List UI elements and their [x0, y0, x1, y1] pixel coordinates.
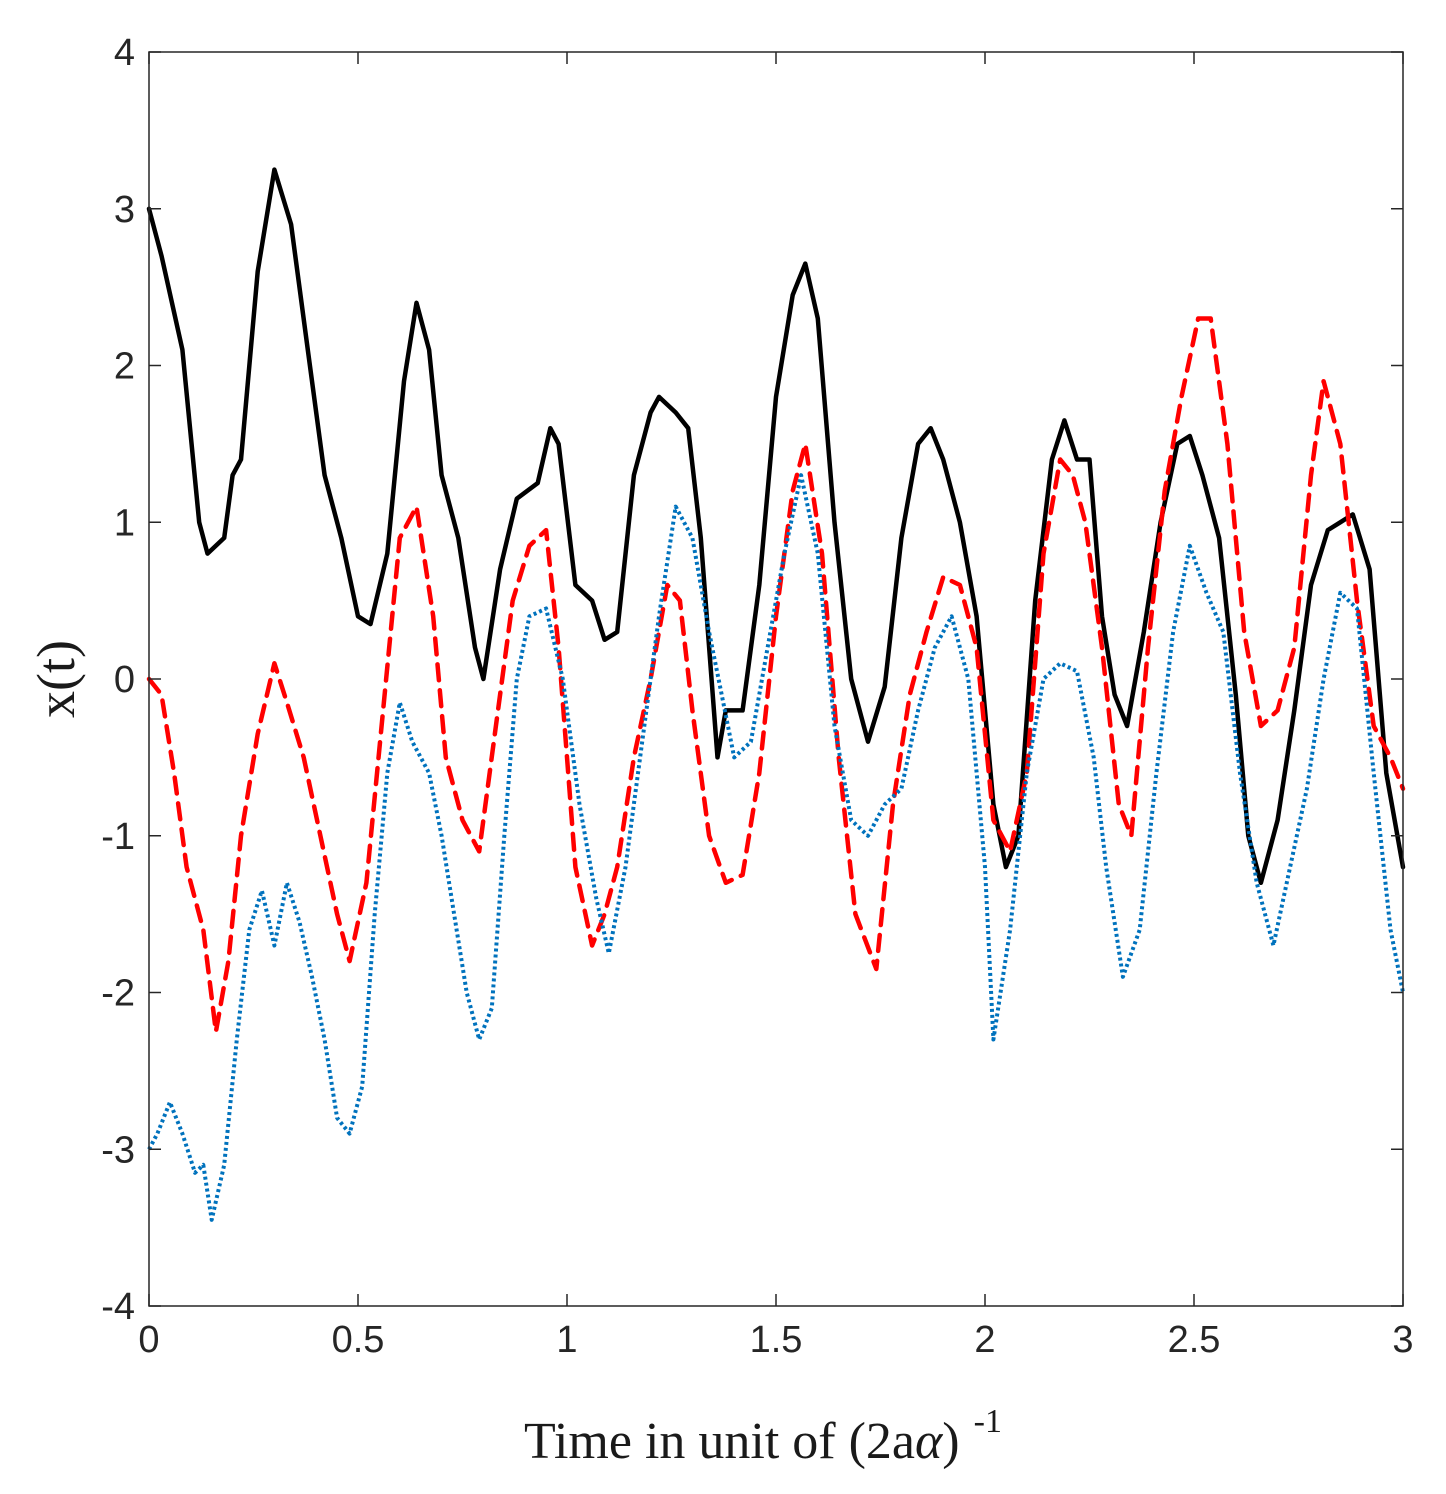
- x-tick-label: 3: [1392, 1319, 1413, 1361]
- x-tick-label: 0.5: [332, 1319, 385, 1361]
- y-tick-label: -2: [101, 973, 135, 1015]
- series-line-0: [146, 167, 1406, 886]
- x-axis-title: Time in unit of (2aα) -1: [524, 1403, 1002, 1470]
- y-tick-label: -1: [101, 816, 135, 858]
- series-layer: [146, 167, 1406, 1222]
- y-tick-label: 3: [114, 189, 135, 231]
- y-tick-label: 0: [114, 659, 135, 701]
- y-tick-label: -3: [101, 1129, 135, 1171]
- x-tick-label: 2: [974, 1319, 995, 1361]
- tick-layer: 0 0.5 1 1.5 2 2.5 3 -4 -3 -2 -1 0 1 2 3 4: [101, 32, 1413, 1361]
- plot-frame: [148, 51, 1404, 1307]
- series-line-1: [146, 316, 1406, 1034]
- y-tick-label: -4: [101, 1286, 135, 1328]
- y-tick-label: 4: [114, 32, 135, 74]
- series-line-2: [147, 473, 1405, 1222]
- y-tick-label: 1: [114, 502, 135, 544]
- x-tick-label: 2.5: [1168, 1319, 1221, 1361]
- x-tick-label: 1: [556, 1319, 577, 1361]
- x-tick-label: 0: [138, 1319, 159, 1361]
- y-tick-label: 2: [114, 346, 135, 388]
- x-tick-label: 1.5: [750, 1319, 803, 1361]
- x-axis-title-exponent: -1: [974, 1403, 1002, 1440]
- x-axis-title-alpha: α: [915, 1413, 944, 1470]
- y-axis-title: x(t): [26, 640, 86, 718]
- plot-background: [149, 52, 1403, 1306]
